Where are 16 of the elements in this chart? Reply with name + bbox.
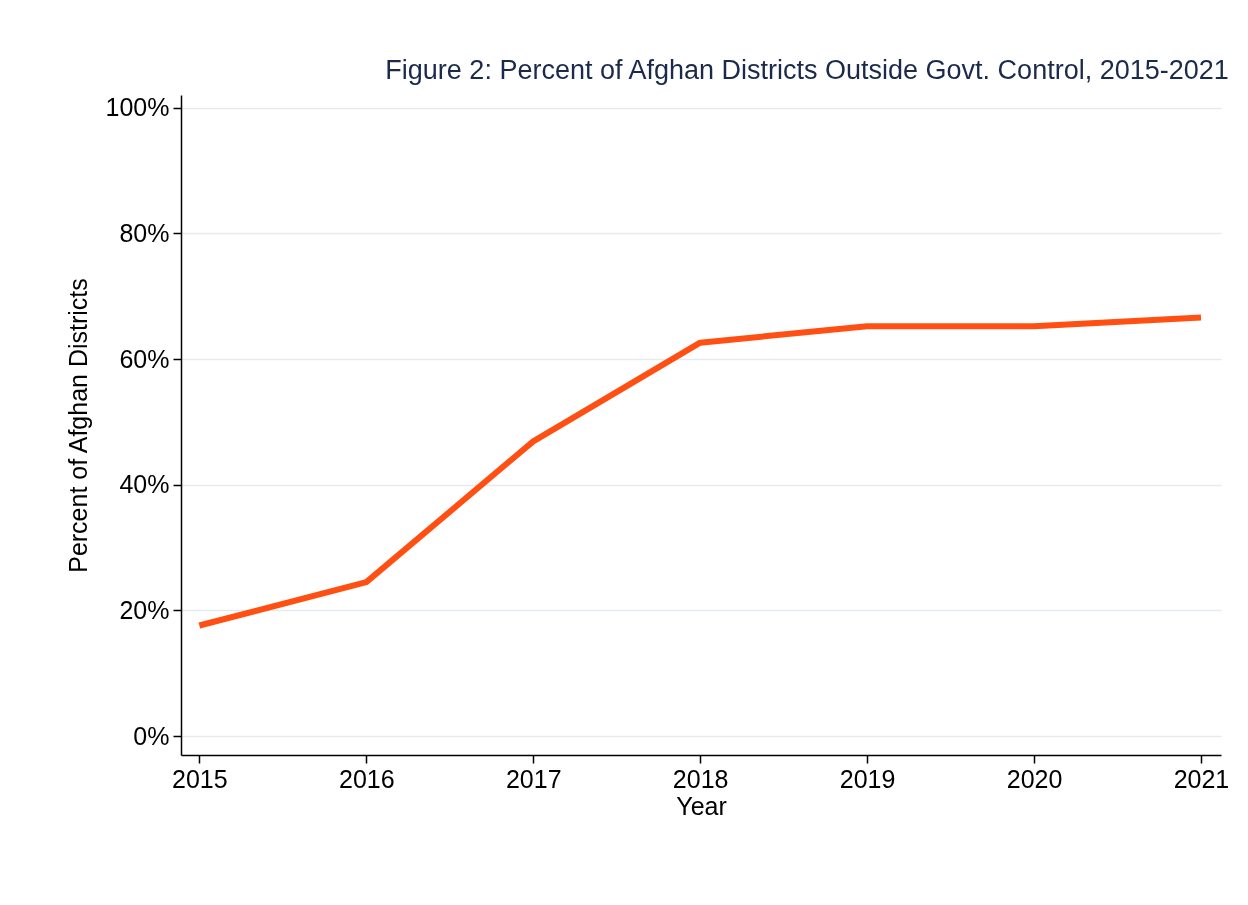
chart-title: Figure 2: Percent of Afghan Districts Outside Govt. Control, 2015-2021: [385, 55, 1229, 85]
x-tick-label: 2019: [839, 764, 896, 793]
x-axis-title: Year: [676, 791, 727, 820]
x-tick-label: 2020: [1006, 764, 1063, 793]
x-tick-label: 2018: [672, 764, 729, 793]
y-tick-label: 0%: [133, 721, 170, 750]
x-tick-label: 2015: [172, 764, 228, 793]
x-tick-label: 2021: [1173, 764, 1230, 793]
y-axis-title: Percent of Afghan Districts: [63, 278, 92, 573]
x-tick-label: 2017: [505, 764, 562, 793]
y-tick-label: 80%: [119, 218, 170, 247]
y-tick-label: 40%: [119, 470, 170, 499]
y-tick-label: 100%: [105, 93, 170, 122]
x-tick-label: 2016: [338, 764, 395, 793]
y-tick-label: 60%: [119, 344, 170, 373]
y-tick-label: 20%: [119, 595, 170, 624]
